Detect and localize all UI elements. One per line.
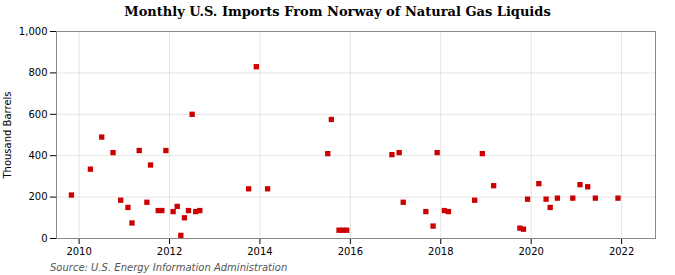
svg-text:2012: 2012	[157, 246, 182, 257]
svg-text:2018: 2018	[428, 246, 453, 257]
svg-text:2016: 2016	[338, 246, 363, 257]
svg-text:Thousand Barrels: Thousand Barrels	[2, 91, 13, 179]
svg-text:600: 600	[28, 109, 47, 120]
html-text:Monthly U.S. Imports From Norw: Monthly U.S. Imports From Norway of Natu…	[124, 4, 551, 19]
svg-text:1,000: 1,000	[19, 26, 48, 37]
svg-text:200: 200	[28, 191, 47, 202]
svg-text:2014: 2014	[247, 246, 272, 257]
html-text:Source: U.S. Energy Informatio: Source: U.S. Energy Information Administ…	[50, 262, 288, 273]
svg-text:2010: 2010	[66, 246, 91, 257]
svg-text:400: 400	[28, 150, 47, 161]
svg-text:800: 800	[28, 67, 47, 78]
svg-text:2020: 2020	[518, 246, 543, 257]
svg-text:2022: 2022	[609, 246, 634, 257]
svg-text:0: 0	[41, 233, 47, 244]
